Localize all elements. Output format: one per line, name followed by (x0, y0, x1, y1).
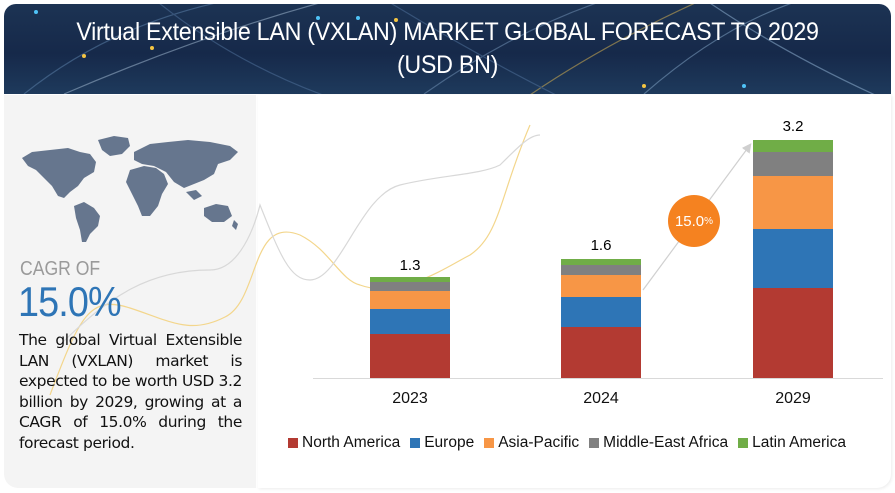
title-line-1: Virtual Extensible LAN (VXLAN) MARKET GL… (76, 18, 819, 46)
x-label-2029: 2029 (775, 390, 811, 407)
segment-latin-america (561, 259, 641, 265)
segment-middle-east-africa (561, 265, 641, 275)
cagr-badge-unit: % (704, 215, 714, 227)
cagr-label: CAGR OF (20, 258, 101, 280)
segment-europe (753, 229, 833, 288)
segment-middle-east-africa (370, 282, 450, 291)
cagr-value: 15.0% (18, 278, 122, 325)
legend-swatch-icon (738, 438, 749, 448)
segment-asia-pacific (753, 176, 833, 229)
segment-latin-america (753, 140, 833, 152)
legend-label: Latin America (752, 434, 846, 451)
chart-title: Virtual Extensible LAN (VXLAN) MARKET GL… (35, 16, 860, 82)
bar-total-2023: 1.3 (399, 257, 421, 274)
network-lines-decoration (23, 4, 875, 94)
segment-latin-america (370, 277, 450, 282)
world-map-icon (22, 136, 238, 242)
bar-2023 (370, 277, 450, 378)
legend-swatch-icon (484, 438, 495, 448)
segment-north-america (370, 334, 450, 378)
legend-item-asia-pacific: Asia-Pacific (484, 434, 579, 452)
bar-total-2024: 1.6 (590, 237, 612, 254)
segment-asia-pacific (370, 291, 450, 309)
legend-item-latin-america: Latin America (738, 434, 846, 452)
legend-item-middle-east-africa: Middle-East Africa (589, 434, 728, 452)
legend-swatch-icon (288, 438, 298, 448)
legend-swatch-icon (410, 438, 421, 448)
x-label-2024: 2024 (583, 390, 619, 407)
legend-item-north-america: North America (288, 434, 400, 452)
segment-north-america (561, 327, 641, 378)
bar-2029 (753, 140, 833, 378)
market-description: The global Virtual Extensible LAN (VXLAN… (19, 331, 242, 452)
cagr-badge-value: 15.0 (674, 212, 705, 230)
segment-europe (370, 309, 450, 334)
legend-label: North America (302, 434, 401, 451)
segment-north-america (753, 288, 833, 378)
stacked-bar-chart: 1.3 2023 1.6 2024 3.2 2029 15.0% (258, 95, 891, 488)
title-line-2: (USD BN) (396, 51, 499, 79)
chart-legend: North America Europe Asia-Pacific Middle… (288, 434, 856, 452)
bar-total-2029: 3.2 (782, 118, 804, 135)
x-label-2023: 2023 (392, 390, 428, 407)
segment-asia-pacific (561, 275, 641, 297)
legend-swatch-icon (589, 438, 600, 448)
x-axis-line (313, 378, 883, 379)
legend-label: Europe (424, 434, 475, 451)
decorative-curves (49, 124, 541, 395)
title-banner: Virtual Extensible LAN (VXLAN) MARKET GL… (4, 4, 891, 94)
cagr-badge: 15.0% (668, 195, 720, 247)
legend-item-europe: Europe (410, 434, 474, 452)
legend-label: Asia-Pacific (498, 434, 580, 451)
bar-2024 (561, 259, 641, 378)
segment-europe (561, 297, 641, 327)
segment-middle-east-africa (753, 152, 833, 176)
legend-label: Middle-East Africa (603, 434, 729, 451)
